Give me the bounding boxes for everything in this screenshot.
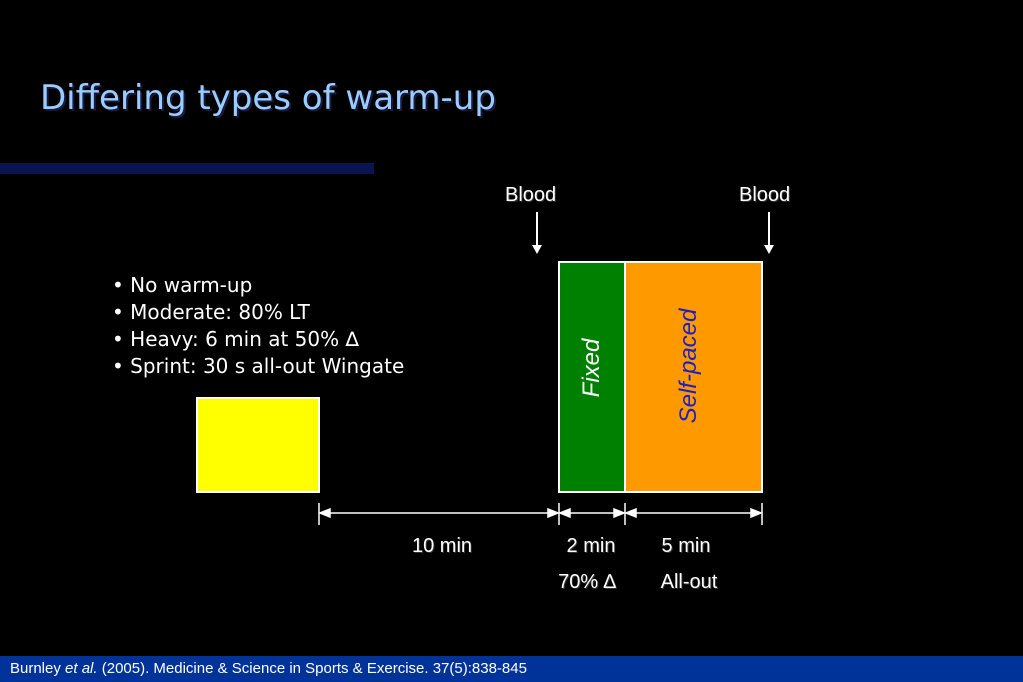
fixed-duration-label: 2 min [566,535,616,557]
self-paced-intensity-label: All-out [660,571,718,593]
self-paced-phase-box [624,261,763,493]
gap-duration-label: 10 min [411,535,473,557]
footer-bar: Burnley et al. (2005). Medicine & Scienc… [0,656,1023,682]
list-item: No warm-up [112,272,404,299]
citation-source: (2005). Medicine & Science in Sports & E… [97,660,527,677]
blood-sample-label-start: Blood [505,184,557,206]
warmup-box [196,397,320,493]
citation-authors: Burnley [10,660,61,677]
blood-sample-label-end: Blood [739,184,791,206]
list-item: Heavy: 6 min at 50% ∆ [112,326,404,353]
fixed-phase-label: Fixed [578,338,605,398]
self-paced-phase-label: Self-paced [675,308,702,424]
self-paced-duration-label: 5 min [661,535,711,557]
down-arrow-icon [764,212,774,254]
down-arrow-icon [532,212,542,254]
citation-etal: et al. [65,660,98,677]
fixed-intensity-label: 70% ∆ [558,571,616,593]
slide-title: Differing types of warm-up [40,78,496,118]
citation: Burnley et al. (2005). Medicine & Scienc… [10,660,527,677]
duration-dimension-lines [317,503,764,525]
list-item: Moderate: 80% LT [112,299,404,326]
list-item: Sprint: 30 s all-out Wingate [112,353,404,380]
warmup-types-list: No warm-up Moderate: 80% LT Heavy: 6 min… [112,272,404,380]
title-underline-bar [0,163,374,174]
